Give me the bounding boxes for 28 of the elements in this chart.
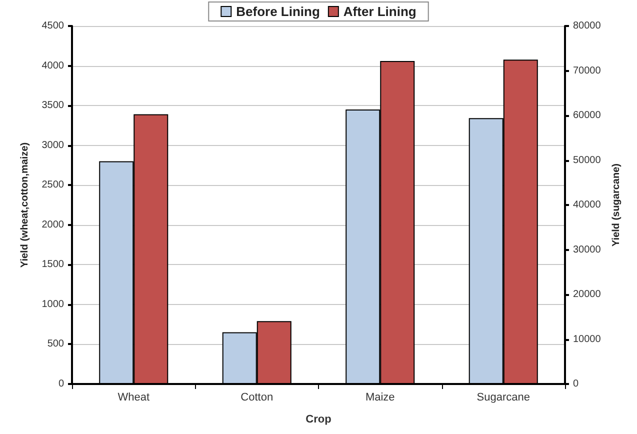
y2-axis-title: Yield (sugarcane) <box>611 164 622 246</box>
y-tick-label: 500 <box>47 338 64 350</box>
y-axis-title: Yield (wheat,cotton,maize) <box>20 142 30 268</box>
y2-tick-label: 50000 <box>573 154 602 166</box>
y2-tick-label: 60000 <box>573 110 602 121</box>
y-tick-label: 0 <box>58 378 64 390</box>
legend-label: After Lining <box>343 4 416 19</box>
y-tick-label: 2500 <box>42 180 64 191</box>
y-tick-label: 3000 <box>42 140 64 151</box>
y-tick-label: 1000 <box>42 298 64 310</box>
x-tick-label: Cotton <box>240 392 274 404</box>
y2-tick-label: 70000 <box>573 65 602 76</box>
y2-tick-label: 80000 <box>573 20 602 32</box>
y2-tick-label: 30000 <box>573 244 602 256</box>
y2-tick-label: 0 <box>573 378 579 390</box>
legend-label: Before Lining <box>236 4 320 19</box>
x-tick-label: Maize <box>365 392 395 404</box>
y2-tick-label: 20000 <box>573 289 602 300</box>
y-tick-label: 4500 <box>42 20 64 32</box>
y-tick-label: 4000 <box>42 60 64 72</box>
y2-tick-label: 10000 <box>573 334 602 345</box>
y2-tick-label: 40000 <box>573 200 602 210</box>
x-axis-title: Crop <box>306 414 332 426</box>
x-tick-label: Sugarcane <box>476 392 530 404</box>
x-tick-label: Wheat <box>118 392 150 404</box>
y-tick-label: 2000 <box>42 219 64 230</box>
y-tick-label: 1500 <box>42 259 64 270</box>
y-tick-label: 3500 <box>42 100 64 112</box>
